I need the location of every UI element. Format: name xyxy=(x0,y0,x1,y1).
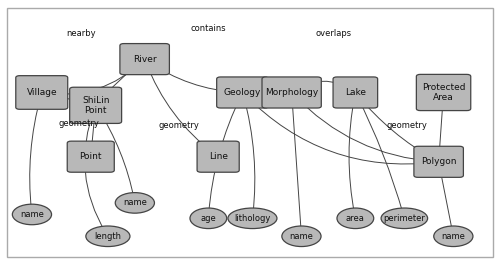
Ellipse shape xyxy=(115,193,154,213)
FancyBboxPatch shape xyxy=(70,87,122,123)
FancyBboxPatch shape xyxy=(67,141,114,172)
Text: Lake: Lake xyxy=(345,88,366,97)
FancyBboxPatch shape xyxy=(16,76,68,109)
Ellipse shape xyxy=(282,226,321,247)
Ellipse shape xyxy=(434,226,473,247)
FancyBboxPatch shape xyxy=(416,74,470,111)
Text: nearby: nearby xyxy=(66,29,96,38)
Text: Morphology: Morphology xyxy=(265,88,318,97)
Ellipse shape xyxy=(190,208,226,228)
Text: Geology: Geology xyxy=(224,88,262,97)
Text: geometry: geometry xyxy=(58,119,99,128)
Text: geometry: geometry xyxy=(158,121,200,130)
Text: Line: Line xyxy=(208,152,228,161)
Text: Point: Point xyxy=(80,152,102,161)
FancyBboxPatch shape xyxy=(414,146,464,177)
Text: Protected
Area: Protected Area xyxy=(422,83,466,102)
FancyBboxPatch shape xyxy=(216,77,268,108)
Ellipse shape xyxy=(12,204,51,225)
Text: geometry: geometry xyxy=(386,121,427,130)
Ellipse shape xyxy=(381,208,428,228)
FancyBboxPatch shape xyxy=(262,77,322,108)
FancyBboxPatch shape xyxy=(333,77,378,108)
Text: River: River xyxy=(133,54,156,64)
Text: name: name xyxy=(290,232,314,241)
Text: age: age xyxy=(200,214,216,223)
Text: lithology: lithology xyxy=(234,214,270,223)
Ellipse shape xyxy=(337,208,374,228)
Text: area: area xyxy=(346,214,365,223)
FancyBboxPatch shape xyxy=(120,43,170,75)
Text: perimeter: perimeter xyxy=(384,214,426,223)
Text: overlaps: overlaps xyxy=(315,29,352,38)
Text: name: name xyxy=(123,198,147,208)
Text: length: length xyxy=(94,232,122,241)
Text: ShiLin
Point: ShiLin Point xyxy=(82,96,110,115)
Text: Polygon: Polygon xyxy=(421,157,456,166)
Ellipse shape xyxy=(86,226,130,247)
FancyBboxPatch shape xyxy=(197,141,239,172)
Text: contains: contains xyxy=(190,24,226,33)
Text: name: name xyxy=(20,210,44,219)
Text: Village: Village xyxy=(26,88,57,97)
Ellipse shape xyxy=(228,208,277,228)
Text: name: name xyxy=(442,232,466,241)
